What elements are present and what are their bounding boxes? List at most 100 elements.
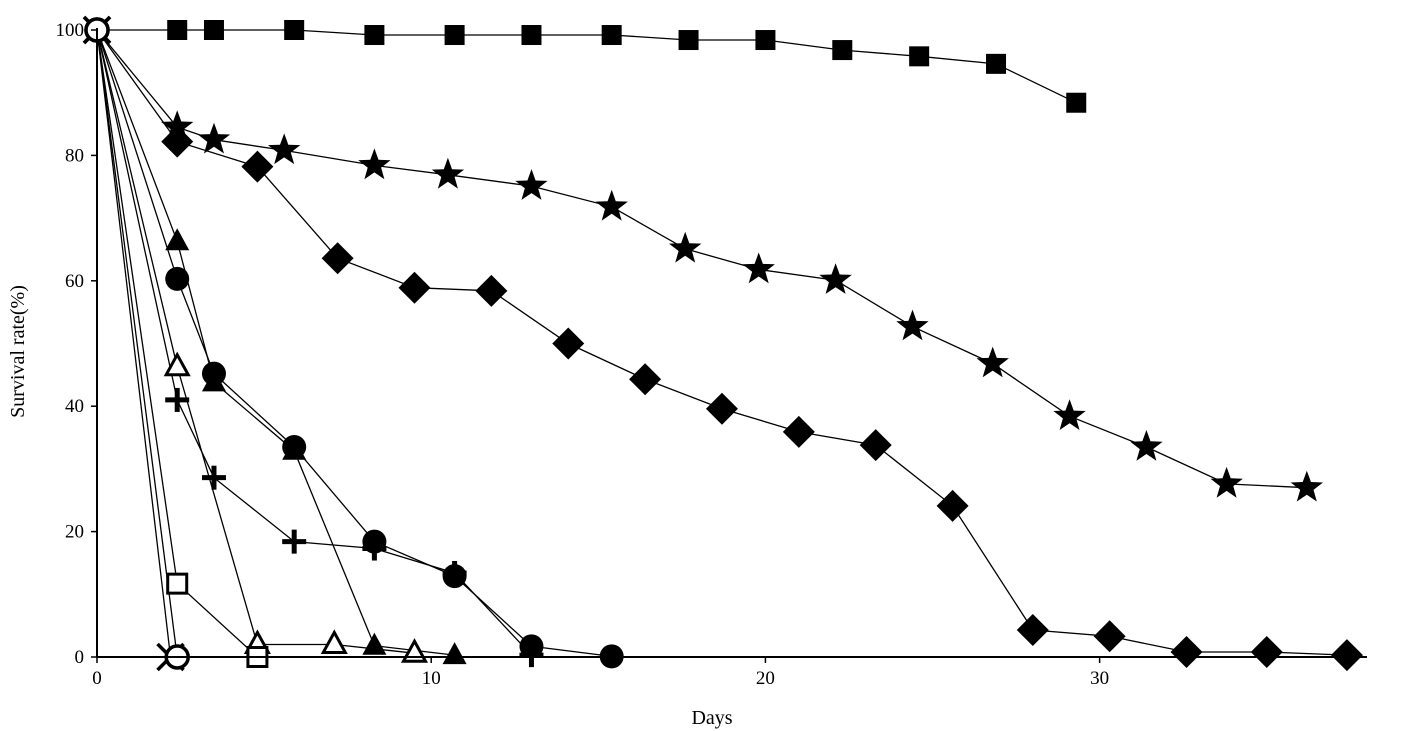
plus-marker	[201, 465, 226, 490]
square-filled-marker	[755, 30, 776, 51]
plus-marker	[442, 560, 467, 585]
series-line-star-filled	[96, 29, 1307, 489]
star-filled-marker	[1053, 399, 1086, 430]
star-filled-marker	[1130, 430, 1163, 461]
diamond-filled-marker	[475, 274, 508, 307]
series-line-triangle-filled	[96, 29, 455, 656]
star-filled-marker	[197, 122, 231, 154]
series-diamond-filled	[96, 29, 1347, 656]
series-square-filled	[97, 29, 1077, 104]
plus-marker	[282, 529, 307, 554]
star-filled-marker	[1290, 470, 1323, 502]
diamond-filled-marker	[936, 489, 969, 522]
markers-circle-filled	[165, 266, 624, 669]
square-filled-marker	[909, 46, 930, 67]
y-tick-label: 80	[65, 145, 84, 166]
star-filled-marker	[431, 157, 465, 189]
star-filled-marker	[896, 309, 929, 341]
series-circle-open	[96, 29, 178, 658]
square-filled-marker	[986, 53, 1007, 74]
square-filled-marker	[284, 20, 305, 40]
series-line-x	[96, 29, 172, 658]
x-tick-label: 20	[756, 668, 775, 689]
square-filled-marker	[601, 25, 622, 46]
y-tick-label: 100	[56, 20, 85, 41]
diamond-filled-marker	[1016, 614, 1049, 647]
star-filled-marker	[1210, 466, 1243, 498]
diamond-filled-marker	[161, 125, 194, 158]
series-line-triangle-open	[96, 29, 415, 654]
y-tick-label: 20	[65, 522, 84, 543]
diamond-filled-marker	[241, 150, 274, 183]
triangle-filled-marker	[362, 632, 387, 655]
star-filled-marker	[515, 169, 548, 200]
star-filled-marker	[819, 263, 852, 294]
star-filled-marker	[669, 231, 702, 263]
star-filled-marker	[742, 252, 775, 284]
series-line-circle-filled	[96, 29, 612, 658]
triangle-filled-marker	[442, 642, 467, 665]
y-tick-label: 40	[65, 396, 84, 417]
diamond-filled-marker	[1170, 635, 1203, 668]
x-tick-label: 10	[422, 668, 441, 689]
diamond-filled-marker	[1330, 639, 1363, 672]
series-star-filled	[96, 29, 1307, 489]
star-filled-marker	[358, 148, 391, 180]
star-filled-marker	[976, 346, 1009, 378]
square-filled-marker	[1066, 92, 1087, 113]
triangle-open-marker	[163, 351, 191, 377]
series-x	[96, 29, 172, 658]
series-line-plus	[96, 29, 532, 656]
diamond-filled-marker	[1093, 620, 1126, 653]
y-tick-label: 0	[75, 647, 85, 668]
y-tick-label: 60	[65, 271, 84, 292]
markers-square-filled	[167, 20, 1087, 113]
triangle-filled-marker	[165, 228, 190, 251]
x-axis-title: Days	[691, 707, 732, 729]
series-circle-filled	[96, 29, 612, 658]
series-triangle-filled	[96, 29, 455, 656]
diamond-filled-marker	[859, 429, 892, 462]
circle-filled-marker	[201, 361, 226, 386]
markers-plus	[165, 387, 544, 668]
plus-marker	[519, 643, 544, 668]
series-line-square-filled	[97, 29, 1077, 104]
square-filled-marker	[444, 25, 465, 46]
circle-filled-marker	[282, 434, 307, 459]
axes: 0 10 20 30 0 20 40 60 80 100	[56, 20, 1367, 689]
triangle-open-marker	[320, 629, 348, 654]
series-plus	[96, 29, 532, 656]
plus-marker	[362, 536, 387, 561]
circle-filled-marker	[165, 266, 190, 291]
diamond-filled-marker	[321, 242, 354, 275]
markers-diamond-filled	[161, 125, 1363, 672]
star-filled-marker	[595, 189, 628, 221]
square-filled-marker	[364, 25, 385, 46]
series-line-diamond-filled	[96, 29, 1347, 656]
y-axis-title: Survival rate(%)	[7, 285, 29, 418]
square-open-marker	[166, 572, 189, 595]
star-filled-marker	[268, 133, 301, 165]
plus-marker	[165, 387, 190, 412]
series-triangle-open	[96, 29, 415, 654]
x-tick-label: 0	[92, 668, 102, 689]
square-filled-marker	[167, 20, 188, 40]
diamond-filled-marker	[782, 415, 815, 448]
series-layer	[82, 15, 1363, 672]
diamond-filled-marker	[552, 327, 585, 360]
diamond-filled-marker	[629, 363, 662, 396]
diamond-filled-marker	[705, 392, 738, 425]
diamond-filled-marker	[1250, 635, 1283, 668]
square-filled-marker	[521, 25, 542, 46]
square-filled-marker	[678, 30, 699, 51]
markers-triangle-open	[163, 351, 429, 663]
star-filled-marker	[161, 110, 194, 141]
x-tick-label: 30	[1090, 668, 1109, 689]
square-filled-marker	[203, 20, 224, 40]
diamond-filled-marker	[398, 271, 431, 304]
marker-layer	[82, 15, 1363, 672]
markers-star-filled	[161, 110, 1323, 502]
square-filled-marker	[832, 40, 853, 61]
series-line-circle-open	[96, 29, 178, 658]
